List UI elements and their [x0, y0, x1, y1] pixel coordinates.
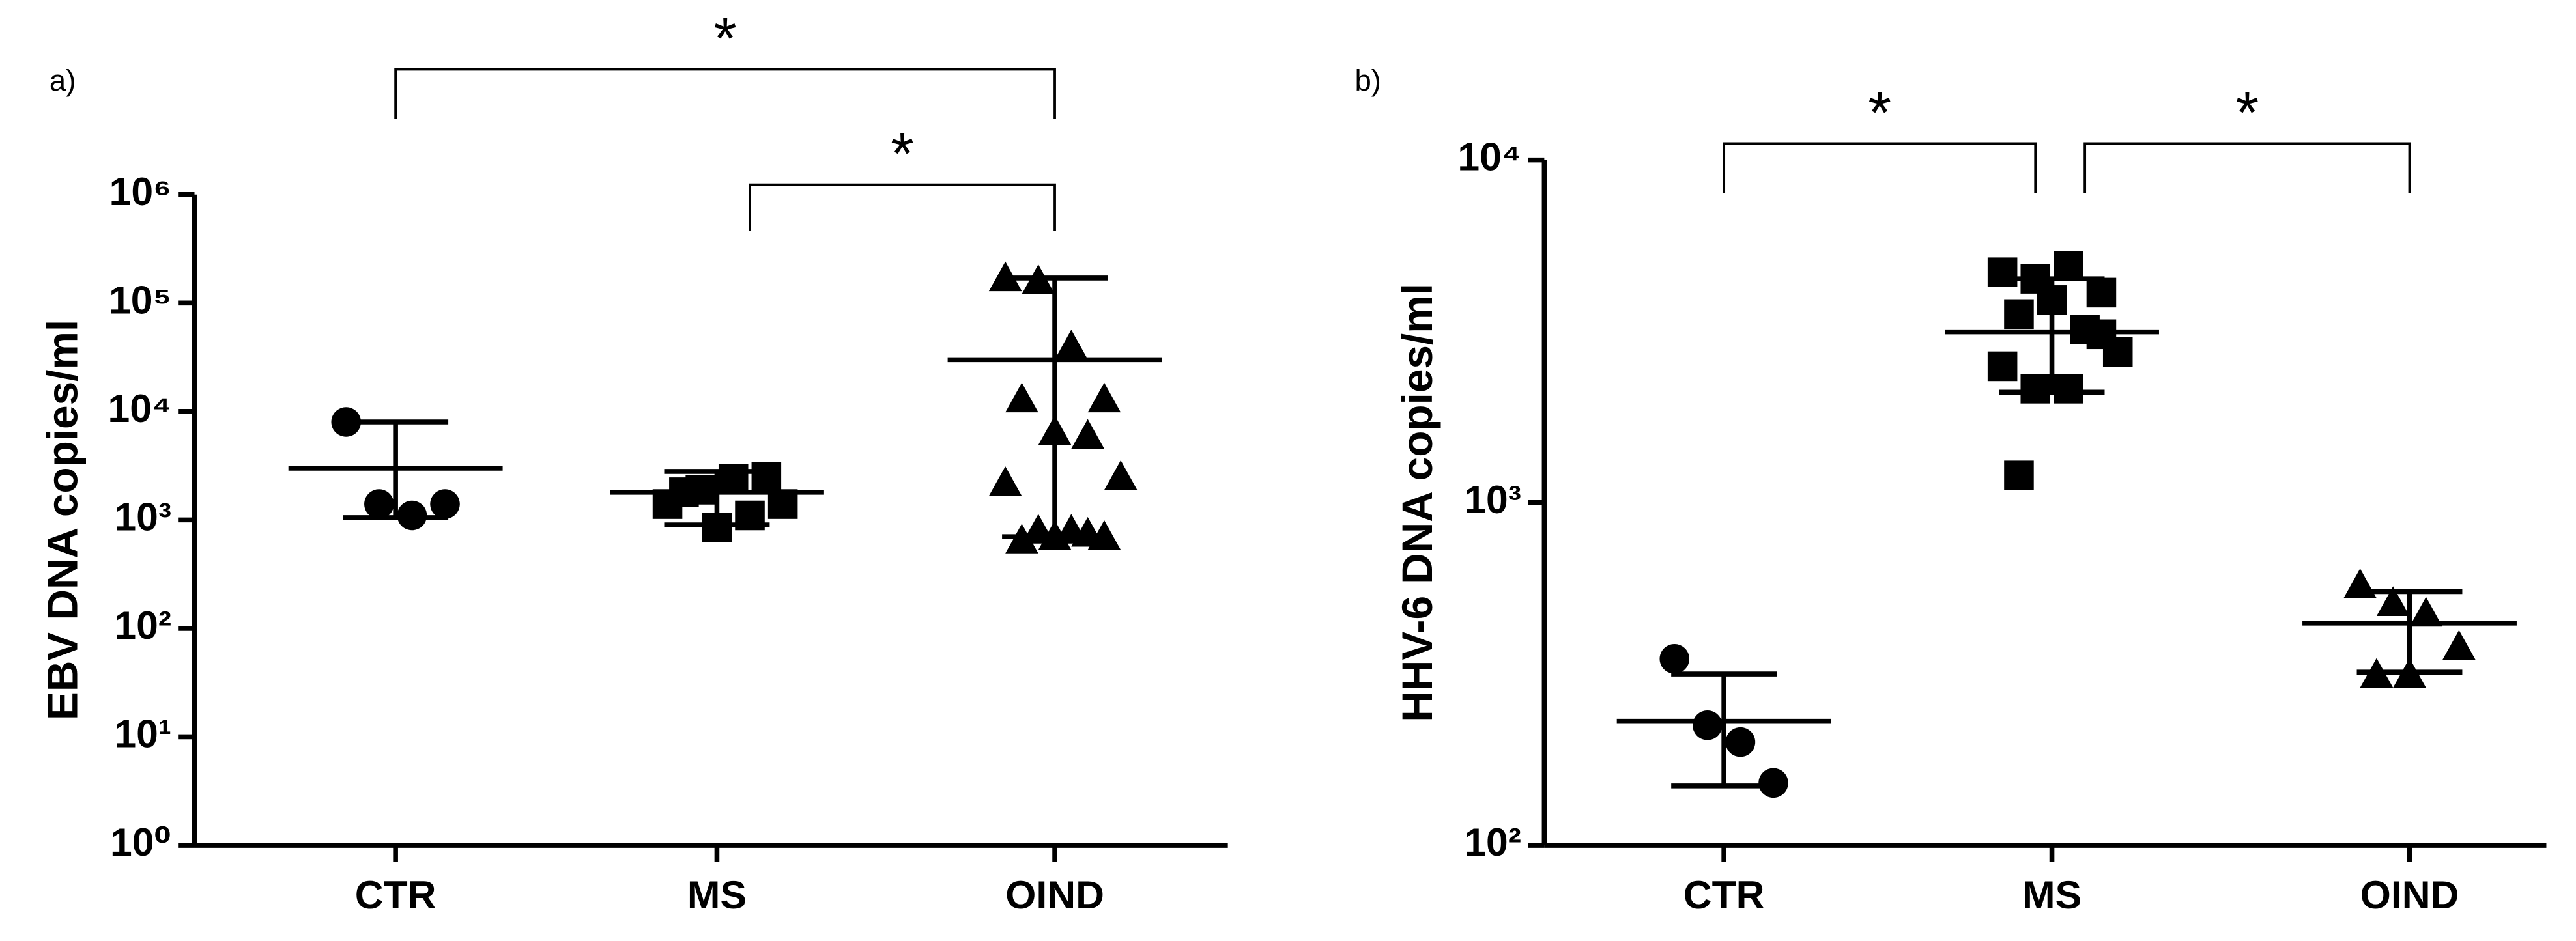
point: [2086, 277, 2117, 308]
point: [751, 462, 782, 492]
y-tick-label: 10²: [1464, 820, 1521, 864]
point: [1055, 330, 1088, 359]
point: [1005, 382, 1038, 413]
point: [1659, 643, 1689, 674]
significance-bracket: [2083, 142, 2411, 193]
point: [2442, 630, 2476, 660]
y-tick-label: 10³: [1464, 477, 1521, 522]
x-tick-label: MS: [2022, 873, 2082, 917]
y-tick-label: 10⁵: [109, 277, 171, 322]
point: [2054, 374, 2083, 404]
significance-label: *: [713, 6, 736, 72]
y-tick-label: 10³: [114, 494, 171, 539]
point: [1071, 419, 1104, 449]
point: [1104, 460, 1138, 490]
y-tick-label: 10⁰: [110, 820, 171, 864]
significance-label: *: [2236, 80, 2259, 146]
panel-label: b): [1354, 64, 1381, 97]
point: [2004, 299, 2034, 330]
x-tick-label: OIND: [1005, 873, 1104, 917]
point: [2020, 374, 2051, 404]
y-tick-label: 10⁴: [1457, 135, 1521, 179]
point: [1987, 351, 2018, 382]
point: [1071, 516, 1104, 547]
significance-bracket: [394, 68, 1056, 119]
y-axis-label: HHV-6 DNA copies/ml: [1393, 283, 1441, 722]
y-tick-label: 10¹: [114, 712, 171, 756]
point: [988, 466, 1022, 496]
point: [1725, 727, 1756, 757]
point: [2004, 460, 2034, 490]
point: [1987, 257, 2018, 287]
x-tick-label: MS: [687, 873, 747, 917]
point: [2376, 586, 2410, 616]
significance-label: *: [1868, 80, 1891, 146]
point: [2409, 597, 2443, 627]
panel-label: a): [50, 64, 76, 97]
y-tick-label: 10²: [114, 603, 171, 647]
x-tick-label: OIND: [2360, 873, 2459, 917]
point: [718, 464, 749, 494]
y-axis-label: EBV DNA copies/ml: [38, 320, 87, 720]
point: [1693, 710, 1723, 740]
point: [1758, 768, 1788, 798]
x-tick-label: CTR: [1683, 873, 1765, 917]
significance-bracket: [1723, 142, 2037, 193]
point: [364, 489, 394, 519]
point: [430, 489, 460, 519]
y-tick-label: 10⁶: [109, 169, 171, 214]
significance-bracket: [749, 183, 1056, 231]
y-tick-label: 10⁴: [108, 386, 172, 430]
point: [1087, 382, 1121, 413]
significance-label: *: [891, 121, 913, 187]
point: [2054, 251, 2083, 281]
x-tick-label: CTR: [355, 873, 436, 917]
